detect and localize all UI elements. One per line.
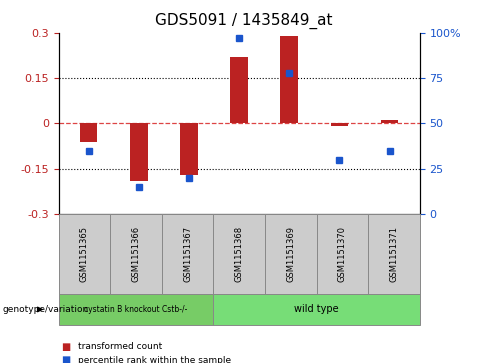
Bar (281, 36, 298, 123)
Text: GDS5091 / 1435849_at: GDS5091 / 1435849_at (155, 13, 333, 29)
Bar (130, 123, 147, 181)
Text: ■: ■ (61, 355, 70, 363)
Text: GSM1151370: GSM1151370 (338, 226, 347, 282)
Text: ■: ■ (61, 342, 70, 352)
Bar (331, 123, 348, 126)
Text: cystatin B knockout Cstb-/-: cystatin B knockout Cstb-/- (84, 305, 187, 314)
Text: percentile rank within the sample: percentile rank within the sample (78, 356, 231, 363)
Bar (80, 123, 98, 142)
Text: GSM1151368: GSM1151368 (235, 226, 244, 282)
Text: transformed count: transformed count (78, 342, 163, 351)
Text: genotype/variation: genotype/variation (2, 305, 89, 314)
Text: GSM1151366: GSM1151366 (131, 226, 141, 282)
Bar (230, 57, 248, 123)
Bar (180, 123, 198, 175)
Text: GSM1151369: GSM1151369 (286, 226, 295, 282)
Text: wild type: wild type (294, 305, 339, 314)
Text: GSM1151367: GSM1151367 (183, 226, 192, 282)
Text: GSM1151365: GSM1151365 (80, 226, 89, 282)
Text: GSM1151371: GSM1151371 (389, 226, 398, 282)
Bar (381, 121, 398, 123)
